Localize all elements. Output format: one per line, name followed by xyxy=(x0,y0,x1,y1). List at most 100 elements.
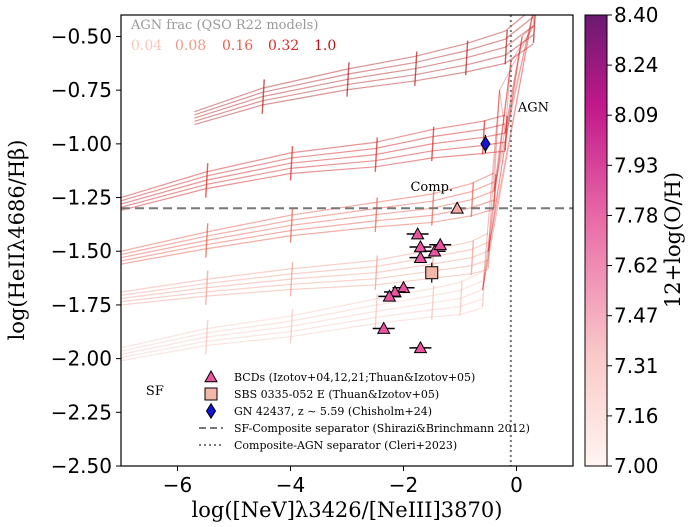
region-annotations: AGN Comp. SF xyxy=(146,101,549,399)
model-track-0 xyxy=(121,271,486,362)
y-tick-label: −2.50 xyxy=(51,454,112,478)
y-tick-label: −0.50 xyxy=(51,24,112,48)
model-grid-rung xyxy=(431,126,435,162)
legend-entry: GN 42437, z ∼ 5.59 (Chisholm+24) xyxy=(234,405,432,418)
x-axis-title: log([NeV]λ3426/[NeIII]3870) xyxy=(192,498,503,522)
model-track-line xyxy=(121,232,489,293)
model-tracks xyxy=(121,15,536,362)
model-track-line xyxy=(121,280,483,352)
data-point xyxy=(410,227,425,240)
data-point xyxy=(376,321,391,334)
model-track-line xyxy=(121,172,495,252)
colorbar-tick-label: 8.09 xyxy=(614,103,659,127)
legend-marker xyxy=(205,402,217,420)
annotation-comp: Comp. xyxy=(410,180,453,195)
separators xyxy=(121,15,573,466)
data-point xyxy=(425,266,439,280)
agn-convergence-line xyxy=(493,62,512,192)
model-track-line xyxy=(121,190,495,259)
model-track-line xyxy=(194,43,534,126)
annotation-sf: SF xyxy=(146,384,164,399)
model-track-2 xyxy=(121,172,497,265)
model-grid-rung xyxy=(374,137,378,172)
agn-convergence-lines xyxy=(482,15,534,290)
agn-convergence-line xyxy=(487,62,512,252)
agn-convergence-line xyxy=(493,36,523,192)
y-tick-label: −1.75 xyxy=(51,293,112,317)
colorbar-gradient xyxy=(584,14,608,467)
model-grid-rung xyxy=(504,29,508,65)
model-track-line xyxy=(194,16,534,116)
agn-convergence-line xyxy=(499,25,534,91)
y-axis-title: log(HeIIλ4686/Hβ) xyxy=(5,140,29,341)
agn-convergence-line xyxy=(482,62,512,290)
model-track-line xyxy=(121,250,489,300)
colorbar-tick-label: 7.31 xyxy=(614,354,659,378)
data-point xyxy=(450,201,465,214)
model-track-line xyxy=(121,241,489,296)
model-grid-rung xyxy=(504,115,508,151)
agn-convergence-line xyxy=(493,15,534,192)
model-grid-rung xyxy=(532,15,536,43)
x-tick-label: −6 xyxy=(163,473,192,497)
agn-convergence-line xyxy=(504,36,523,134)
agn-frac-title: AGN frac (QSO R22 models) xyxy=(130,18,318,33)
model-track-line xyxy=(121,298,483,359)
model-grid-rung xyxy=(374,255,378,290)
agn-convergence-line xyxy=(487,90,501,252)
agn-convergence-line xyxy=(499,90,506,134)
x-tick-label: 0 xyxy=(510,473,523,497)
model-track-line xyxy=(121,123,506,202)
y-tick-label: −1.25 xyxy=(51,186,112,210)
model-grid-rung xyxy=(289,145,294,181)
model-grid-rung xyxy=(464,40,469,76)
legend-entry: Composite-AGN separator (Cleri+2023) xyxy=(234,439,457,452)
agn-convergence-line xyxy=(482,36,523,290)
model-grid-rung xyxy=(346,62,350,97)
legend-entry: SF-Composite separator (Shirazi&Brinchma… xyxy=(234,422,530,435)
y-tick-label: −0.75 xyxy=(51,78,112,102)
y-tick-label: −2.00 xyxy=(51,347,112,371)
colorbar-tick-label: 7.78 xyxy=(614,203,659,227)
plot-frame xyxy=(120,14,574,467)
y-tick-label: −1.50 xyxy=(51,239,112,263)
x-axis: −6 −4 −2 0 xyxy=(163,466,523,497)
model-grid-rung xyxy=(481,120,486,155)
colorbar-tick-label: 7.47 xyxy=(614,304,659,328)
model-track-line xyxy=(121,271,483,349)
model-grid-rung xyxy=(493,173,497,209)
model-grid-rung xyxy=(470,240,474,275)
model-track-line xyxy=(121,132,506,205)
model-grid-rung xyxy=(205,223,209,258)
y-tick-label: −1.00 xyxy=(51,132,112,156)
data-point xyxy=(427,244,442,257)
model-grid-rung xyxy=(487,234,491,269)
agn-frac-value: 1.0 xyxy=(314,38,336,54)
model-grid-rung xyxy=(289,309,294,344)
agn-frac-value: 0.08 xyxy=(175,38,206,54)
agn-frac-key: AGN frac (QSO R22 models) 0.04 0.08 0.16 0.… xyxy=(130,18,336,54)
x-tick-label: −4 xyxy=(276,473,305,497)
model-grid-rung xyxy=(459,281,463,316)
colorbar: 8.40 8.24 8.09 7.93 7.78 7.62 7.47 7.31 7.16 7.00… xyxy=(584,3,685,478)
colorbar-tick-label: 7.93 xyxy=(614,153,659,177)
colorbar-tick-label: 7.16 xyxy=(614,404,659,428)
annotation-agn: AGN xyxy=(517,101,549,116)
model-grid-rung xyxy=(470,182,474,217)
model-track-line xyxy=(194,25,534,119)
legend-entry: SBS 0335-052 E (Thuan&Izotov+05) xyxy=(234,388,439,401)
agn-convergence-line xyxy=(493,90,501,192)
agn-convergence-line xyxy=(482,90,501,290)
data-point xyxy=(413,250,428,263)
agn-frac-value: 0.04 xyxy=(131,38,162,54)
colorbar-tick-label: 8.40 xyxy=(614,3,659,27)
colorbar-tick-label: 8.24 xyxy=(614,53,659,77)
model-grid-rung xyxy=(414,51,418,86)
colorbar-tick-label: 7.00 xyxy=(614,454,659,478)
agn-convergence-line xyxy=(510,25,534,63)
model-track-line xyxy=(121,307,483,362)
data-point xyxy=(433,237,448,251)
model-track-line xyxy=(121,114,506,199)
model-grid-rung xyxy=(205,270,209,305)
model-grid-rung xyxy=(205,319,209,355)
